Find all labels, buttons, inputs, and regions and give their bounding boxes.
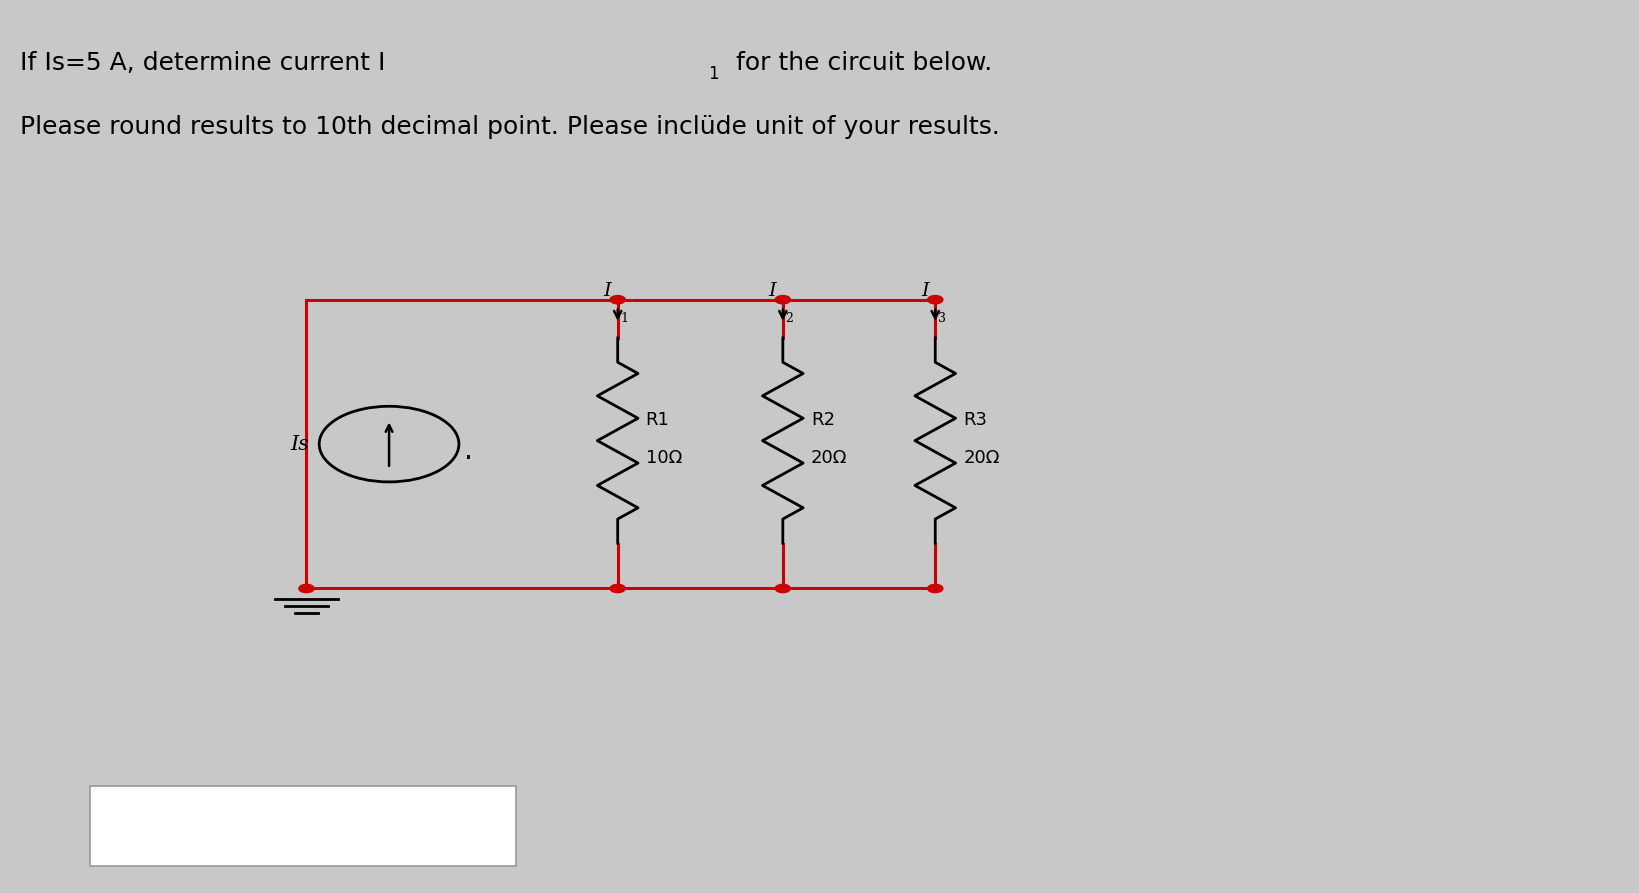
Text: 10Ω: 10Ω [646,449,682,467]
Text: 2: 2 [785,312,793,325]
Text: R1: R1 [646,411,669,429]
Circle shape [298,584,315,593]
Circle shape [775,584,790,593]
Bar [90,786,516,866]
Circle shape [928,584,942,593]
Text: If Is=5 A, determine current I: If Is=5 A, determine current I [20,51,385,74]
Text: R2: R2 [811,411,834,429]
Circle shape [610,296,626,304]
Text: R3: R3 [964,411,987,429]
Circle shape [610,584,626,593]
Text: 3: 3 [938,312,946,325]
Text: Is: Is [290,435,310,454]
Circle shape [775,296,790,304]
Text: .: . [464,437,474,465]
Text: I: I [921,281,929,300]
Text: I: I [769,281,777,300]
Text: I: I [603,281,611,300]
Text: 20Ω: 20Ω [964,449,1000,467]
Text: 1: 1 [620,312,628,325]
Text: for the circuit below.: for the circuit below. [728,51,992,74]
Text: Please round results to 10th decimal point. Please inclüde unit of your results.: Please round results to 10th decimal poi… [20,115,1000,138]
Text: 1: 1 [708,65,718,83]
Circle shape [928,296,942,304]
Text: 20Ω: 20Ω [811,449,847,467]
